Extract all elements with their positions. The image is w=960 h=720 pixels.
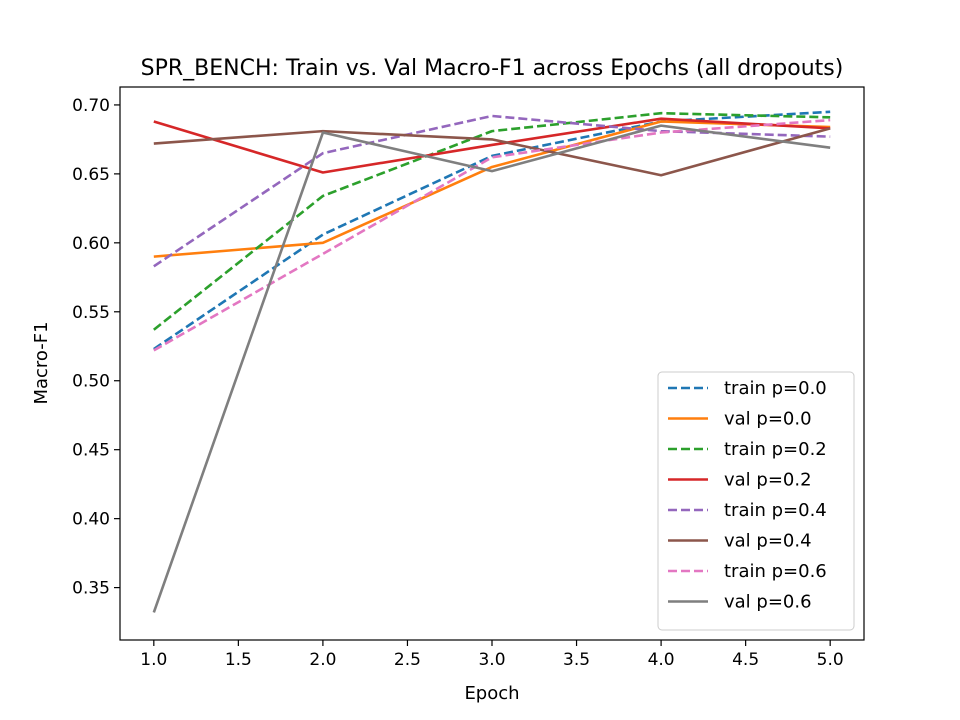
legend-label: train p=0.0 <box>724 378 827 399</box>
y-tick-label: 0.40 <box>72 510 110 530</box>
x-tick-label: 4.5 <box>732 650 759 670</box>
y-tick-label: 0.45 <box>72 441 110 461</box>
series-line-6 <box>153 127 831 177</box>
series-layer <box>152 110 831 613</box>
series-line-8 <box>152 124 831 613</box>
x-tick-label: 4.0 <box>648 650 675 670</box>
series-line-4 <box>153 117 831 174</box>
series-line-2 <box>153 120 831 258</box>
series-line-7 <box>153 118 831 352</box>
x-tick-label: 2.0 <box>309 650 336 670</box>
x-axis: 1.0 1.5 2.0 2.5 3.0 3.5 4.0 4.5 5.0 <box>140 640 844 670</box>
y-axis: 0.35 0.40 0.45 0.50 0.55 0.60 0.65 0.70 <box>72 96 120 599</box>
y-tick-label: 0.50 <box>72 372 110 392</box>
y-tick-label: 0.65 <box>72 165 110 185</box>
y-tick-label: 0.70 <box>72 96 110 116</box>
chart-title: SPR_BENCH: Train vs. Val Macro-F1 across… <box>141 56 844 81</box>
x-tick-label: 1.5 <box>225 650 252 670</box>
y-axis-label: Macro-F1 <box>31 321 52 404</box>
legend-label: val p=0.2 <box>724 470 812 491</box>
legend-label: val p=0.4 <box>724 531 812 552</box>
legend-label: train p=0.4 <box>724 500 827 521</box>
series-line-3 <box>153 111 831 331</box>
legend-label: train p=0.6 <box>724 561 827 582</box>
x-tick-label: 3.5 <box>563 650 590 670</box>
x-tick-label: 5.0 <box>817 650 844 670</box>
y-tick-label: 0.55 <box>72 303 110 323</box>
legend-label: val p=0.0 <box>724 409 812 430</box>
y-tick-label: 0.35 <box>72 579 110 599</box>
legend: train p=0.0 val p=0.0 train p=0.2 val p=0.2… <box>657 371 855 631</box>
legend-label: val p=0.6 <box>724 592 812 613</box>
x-tick-label: 1.0 <box>140 650 167 670</box>
legend-box <box>657 371 855 631</box>
x-axis-label: Epoch <box>464 683 519 704</box>
y-tick-label: 0.60 <box>72 234 110 254</box>
x-tick-label: 2.5 <box>394 650 421 670</box>
series-line-1 <box>153 110 831 351</box>
x-tick-label: 3.0 <box>478 650 505 670</box>
legend-label: train p=0.2 <box>724 439 827 460</box>
